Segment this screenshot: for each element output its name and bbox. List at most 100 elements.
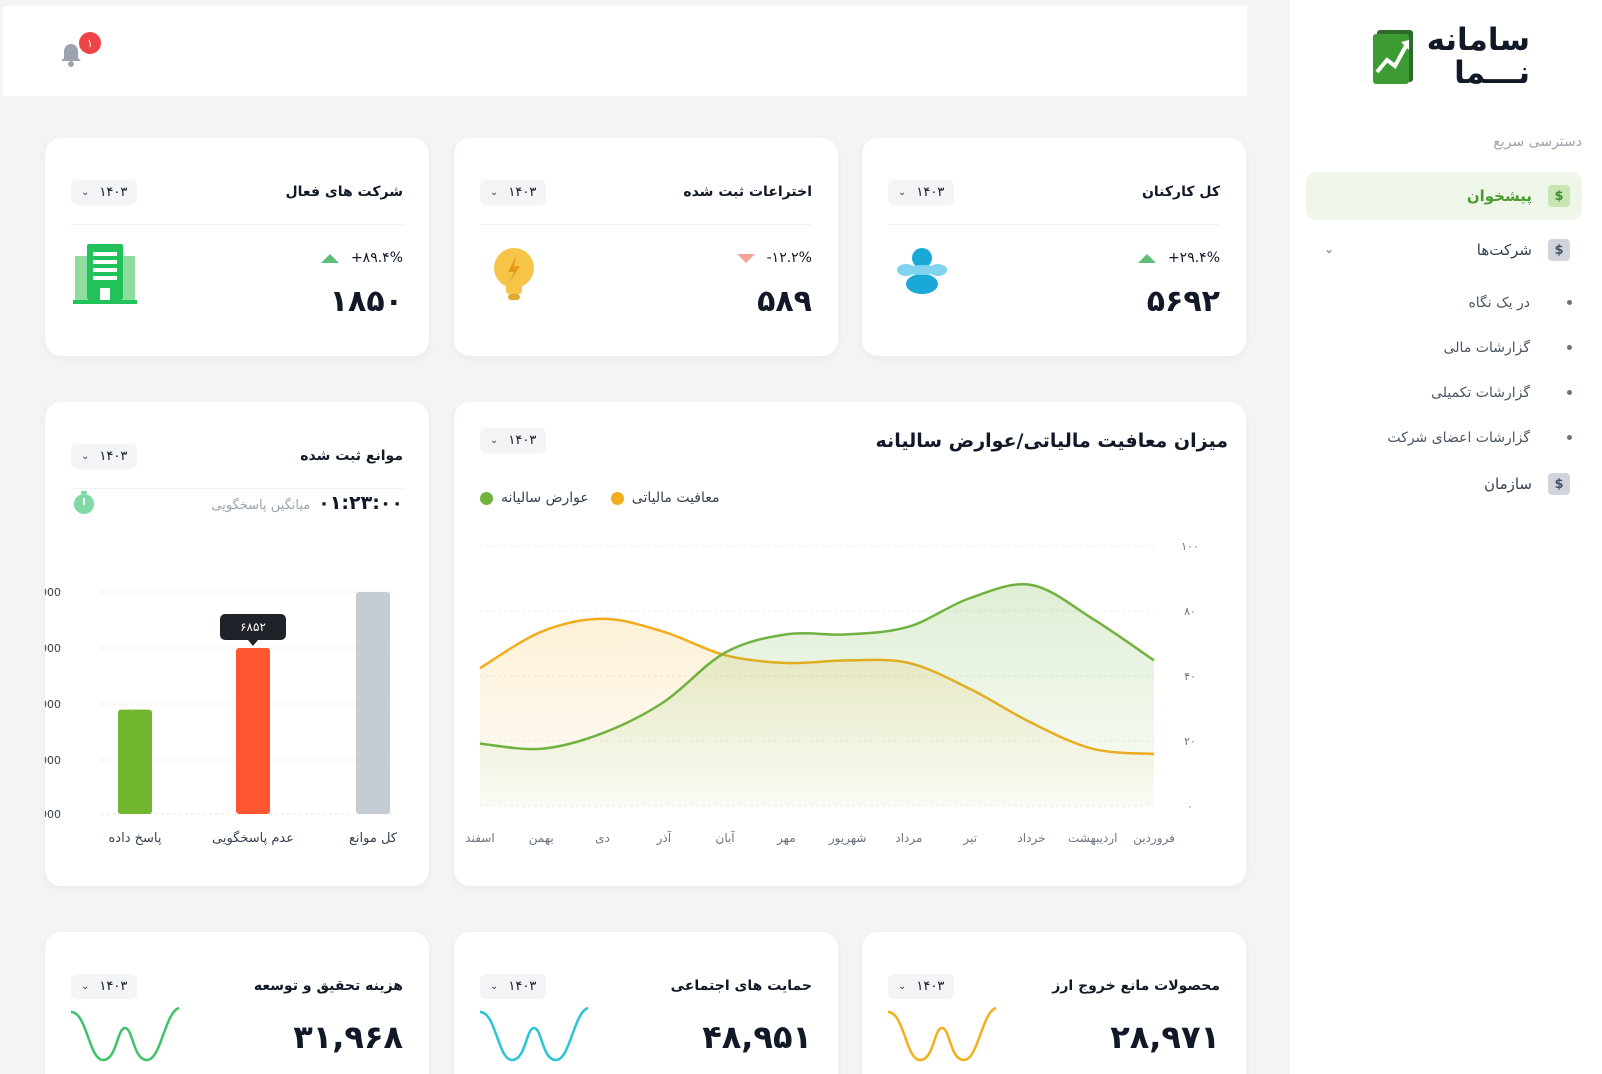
dollar-doc-icon: $ [1548, 473, 1570, 495]
topbar: ۱ [3, 6, 1247, 96]
legend-tax-exemption[interactable]: معافیت مالیاتی [610, 490, 720, 506]
chart-legend: معافیت مالیاتی عوارض سالیانه [480, 490, 720, 506]
x-tick-label: شهریور [828, 831, 867, 846]
year-value: ۱۴۰۳ [99, 978, 128, 994]
sidebar-subitem-members[interactable]: گزارشات اعضای شرکت [1306, 415, 1582, 460]
sidebar-subitem-supplementary[interactable]: گزارشات تکمیلی [1306, 370, 1582, 415]
year-select[interactable]: ۱۴۰۳ ⌄ [888, 179, 955, 205]
kpi-value: ۱۸۵۰ [329, 284, 403, 319]
y-tick-label: 2000 [45, 754, 61, 767]
kpi-value: ۵۸۹ [757, 284, 812, 319]
change-value: -۱۲.۲% [766, 250, 812, 266]
card-title: محصولات مانع خروج ارز [1052, 978, 1220, 994]
sparkline [70, 1006, 180, 1062]
kpi-change: -۱۲.۲% [736, 250, 812, 266]
year-value: ۱۴۰۳ [508, 978, 537, 994]
x-tick-label: دی [595, 831, 610, 845]
kpi-change: +۲۹.۴% [1137, 250, 1220, 266]
bell-icon [61, 44, 81, 67]
mini-value: ۴۸,۹۵۱ [702, 1018, 812, 1056]
quick-access-label: دسترسی سریع [1493, 134, 1582, 150]
chevron-down-icon: ⌄ [81, 980, 90, 992]
change-value: +۸۹.۴% [350, 250, 403, 266]
series-area [480, 584, 1154, 806]
sidebar-item-label: پیشخوان [1466, 187, 1532, 205]
subitem-label: گزارشات مالی [1443, 339, 1530, 356]
kpi-change: +۸۹.۴% [320, 250, 403, 266]
sidebar-subitem-financial[interactable]: گزارشات مالی [1306, 325, 1582, 370]
x-tick-label: مرداد [895, 831, 922, 846]
divider [480, 224, 812, 225]
year-value: ۱۴۰۳ [916, 184, 945, 200]
building-icon [73, 244, 137, 304]
bullet-icon [1567, 390, 1572, 395]
x-tick-label: فروردین [1133, 831, 1175, 846]
kpi-card-patents: اختراعات ثبت شده ۱۴۰۳ ⌄ -۱۲.۲% ۵۸۹ [454, 138, 838, 356]
year-select[interactable]: ۱۴۰۳ ⌄ [888, 973, 955, 999]
year-select[interactable]: ۱۴۰۳ ⌄ [71, 179, 138, 205]
timer-icon [74, 491, 94, 514]
subitem-label: گزارشات تکمیلی [1431, 384, 1530, 401]
card-title: موانع ثبت شده [300, 448, 403, 464]
chevron-down-icon[interactable]: ⌄ [1324, 242, 1335, 256]
bar-chart: 1000 2000 4000 6000 8000 کل موانع عدم پاسخگویی… [45, 586, 398, 846]
divider [888, 224, 1220, 225]
y-tick-label: ۴۰ [1184, 670, 1196, 683]
year-select[interactable]: ۱۴۰۳ ⌄ [480, 179, 547, 205]
trend-up-icon [1137, 253, 1156, 263]
obstacles-card: موانع ثبت شده ۱۴۰۳ ⌄ ۰۱:۲۳:۰۰ میانگین پاس… [45, 402, 429, 886]
subitem-label: گزارشات اعضای شرکت [1387, 429, 1530, 446]
card-title: حمایت های اجتماعی [670, 978, 812, 994]
kpi-card-companies: شرکت های فعال ۱۴۰۳ ⌄ +۸۹.۴% ۱۸۵۰ [45, 138, 429, 356]
year-select[interactable]: ۱۴۰۳ ⌄ [71, 973, 138, 999]
kpi-card-employees: کل کارکنان ۱۴۰۳ ⌄ +۲۹.۴% ۵۶۹۲ [862, 138, 1246, 356]
chevron-down-icon: ⌄ [490, 435, 499, 446]
legend-annual-fees[interactable]: عوارض سالیانه [480, 490, 589, 506]
chart-title: میزان معافیت مالیاتی/عوارض سالیانه [875, 430, 1228, 452]
sidebar-menu: $ پیشخوان $ شرکت‌ها ⌄ در یک نگاه گزارشات… [1306, 172, 1582, 514]
y-tick-label: 6000 [45, 642, 61, 655]
year-select[interactable]: ۱۴۰۳ ⌄ [480, 973, 547, 999]
series-line[interactable] [479, 583, 1155, 751]
sidebar-item-dashboard[interactable]: $ پیشخوان [1306, 172, 1582, 220]
y-tick-label: ۸۰ [1184, 605, 1196, 618]
year-value: ۱۴۰۳ [508, 184, 537, 200]
mini-value: ۲۸,۹۷۱ [1110, 1018, 1220, 1056]
logo-line1: سامانه [1426, 22, 1530, 58]
avg-response-value: ۰۱:۲۳:۰۰ [318, 492, 403, 514]
sidebar-item-companies[interactable]: $ شرکت‌ها ⌄ [1306, 226, 1582, 274]
x-tick-label: پاسخ داده [109, 831, 162, 846]
year-value: ۱۴۰۳ [508, 433, 537, 448]
chevron-down-icon: ⌄ [898, 186, 907, 198]
people-icon [897, 248, 947, 294]
legend-dot [480, 491, 493, 505]
lightbulb-icon [494, 248, 534, 300]
y-tick-label: 1000 [45, 808, 61, 821]
notifications-button[interactable]: ۱ [59, 32, 101, 70]
card-title: شرکت های فعال [285, 184, 403, 200]
x-tick-label: آبان [716, 830, 736, 845]
sidebar: سامانه نـــما دسترسی سریع $ پیشخوان $ شر… [1290, 0, 1602, 1074]
divider [71, 488, 403, 489]
sidebar-subitem-overview[interactable]: در یک نگاه [1306, 280, 1582, 325]
card-title: کل کارکنان [1141, 184, 1220, 200]
y-tick-label: ۰ [1187, 800, 1193, 813]
y-tick-label: ۱۰۰ [1181, 540, 1199, 553]
bar[interactable] [236, 648, 270, 814]
x-tick-label: بهمن [529, 831, 554, 846]
y-tick-label: 8000 [45, 586, 61, 599]
x-tick-label: مهر [776, 831, 796, 846]
bullet-icon [1567, 300, 1572, 305]
year-value: ۱۴۰۳ [99, 448, 128, 464]
sidebar-item-label: شرکت‌ها [1476, 241, 1532, 259]
sidebar-item-organization[interactable]: $ سازمان [1306, 460, 1582, 508]
bar[interactable] [118, 709, 152, 814]
year-select[interactable]: ۱۴۰۳ ⌄ [71, 443, 138, 469]
year-select[interactable]: ۱۴۰۳ ⌄ [480, 428, 547, 453]
logo[interactable]: سامانه نـــما [1369, 24, 1530, 89]
mini-card-currency: محصولات مانع خروج ارز ۱۴۰۳ ⌄ ۲۸,۹۷۱ [862, 932, 1246, 1074]
bullet-icon [1567, 435, 1572, 440]
notification-badge: ۱ [79, 32, 101, 54]
bar[interactable] [356, 592, 390, 814]
y-tick-label: 4000 [45, 698, 61, 711]
